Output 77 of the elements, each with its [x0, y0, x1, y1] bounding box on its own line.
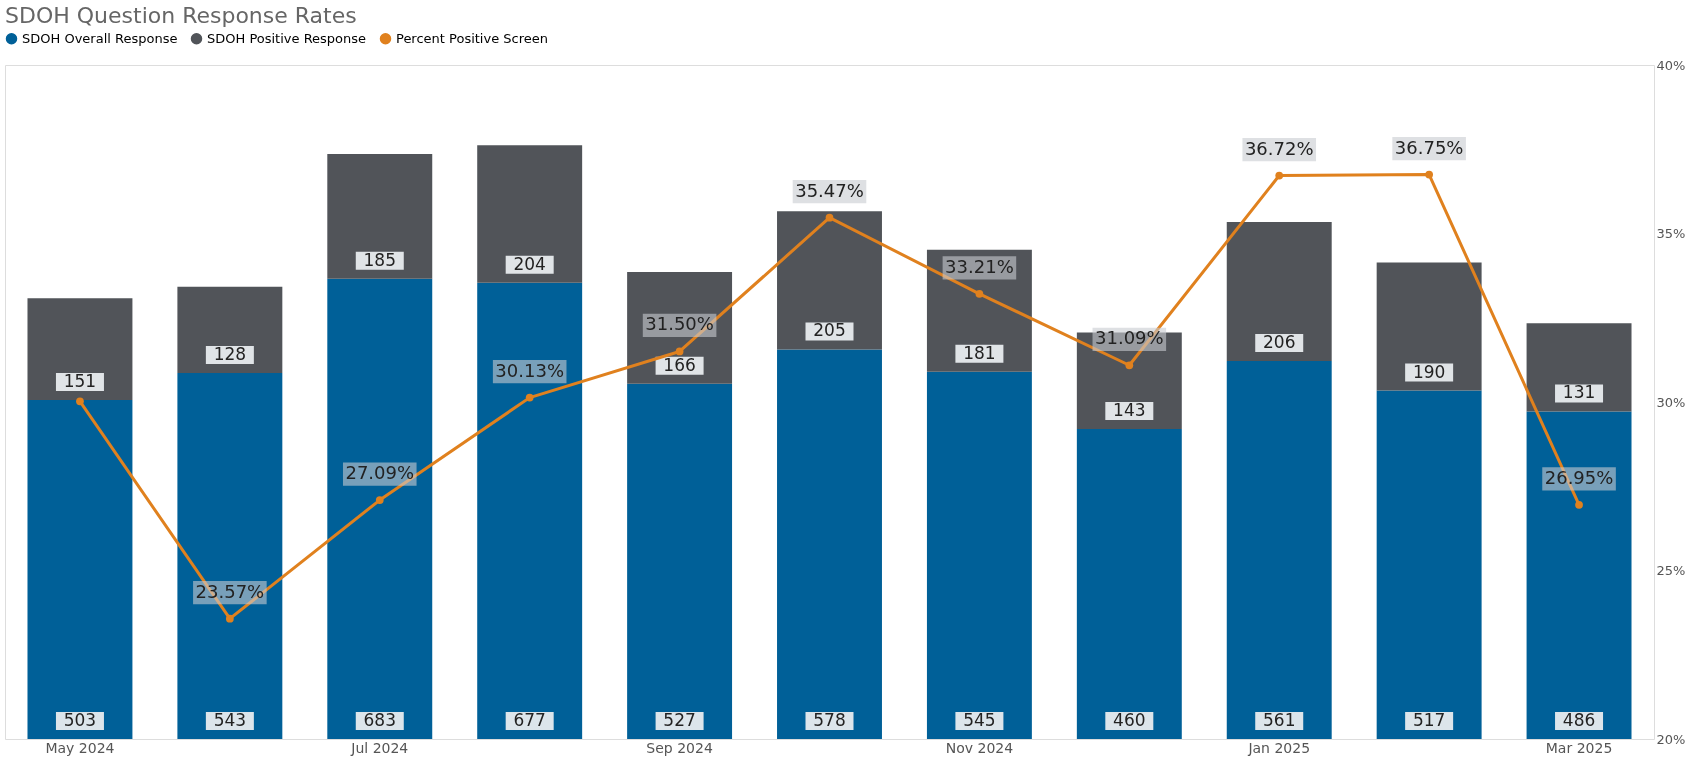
legend-label: SDOH Positive Response — [207, 30, 367, 46]
data-label: 185 — [363, 249, 396, 270]
data-label: 181 — [963, 342, 996, 363]
data-label: 35.47% — [795, 179, 864, 201]
data-label: 460 — [1113, 710, 1146, 730]
x-tick-label: Sep 2024 — [646, 739, 713, 756]
data-label: 206 — [1263, 331, 1296, 352]
data-label: 27.09% — [345, 462, 415, 484]
bar — [1376, 390, 1482, 739]
data-label: 151 — [63, 370, 97, 391]
data-label: 543 — [213, 710, 247, 730]
y2-tick-label: 40% — [1656, 57, 1686, 73]
data-label: 561 — [1263, 710, 1296, 730]
x-tick-label: Nov 2024 — [945, 739, 1014, 756]
point — [975, 289, 984, 298]
data-label: 683 — [363, 710, 396, 730]
point — [1575, 500, 1583, 509]
data-label: 677 — [513, 710, 546, 730]
bar — [477, 145, 583, 283]
point — [675, 347, 684, 356]
data-label: 31.09% — [1095, 327, 1164, 349]
data-label: 128 — [213, 344, 247, 365]
bar — [27, 298, 133, 400]
x-tick-label: Jan 2025 — [1247, 739, 1311, 756]
data-label: 190 — [1412, 361, 1446, 382]
bar — [926, 249, 1032, 372]
bar — [327, 278, 433, 739]
data-label: 545 — [963, 710, 996, 730]
bar — [1076, 428, 1182, 739]
y2-tick-label: 30% — [1656, 394, 1686, 410]
x-tick-label: May 2024 — [45, 739, 115, 756]
bar — [177, 286, 283, 374]
point — [76, 397, 84, 406]
point — [1125, 361, 1134, 370]
legend-label: Percent Positive Screen — [396, 30, 548, 46]
data-label: 527 — [663, 710, 696, 730]
point — [225, 614, 234, 623]
bar — [627, 271, 733, 384]
data-label: 33.21% — [945, 255, 1014, 277]
data-label: 31.50% — [645, 313, 714, 335]
bar — [777, 211, 882, 350]
bar — [477, 282, 583, 739]
data-label: 205 — [813, 320, 846, 341]
data-label: 143 — [1113, 399, 1146, 420]
data-label: 204 — [513, 253, 546, 274]
bar — [1526, 323, 1632, 412]
bar — [327, 153, 433, 279]
bar — [926, 371, 1032, 739]
data-label: 486 — [1562, 710, 1596, 730]
y2-tick-label: 35% — [1656, 226, 1686, 241]
point — [1425, 170, 1434, 179]
point — [375, 496, 384, 504]
bar — [27, 399, 133, 739]
x-tick-label: Jul 2024 — [350, 739, 409, 756]
x-tick-label: Mar 2025 — [1545, 739, 1613, 756]
data-label: 166 — [663, 354, 696, 375]
data-label: 578 — [813, 710, 846, 730]
bar — [177, 373, 283, 739]
point — [525, 393, 534, 402]
data-label: 36.75% — [1394, 136, 1464, 158]
data-label: 30.13% — [495, 359, 564, 381]
data-label: 503 — [63, 710, 97, 730]
bar — [777, 349, 882, 739]
data-label: 517 — [1412, 710, 1446, 730]
data-label: 36.72% — [1244, 137, 1314, 159]
bar — [1226, 360, 1332, 739]
data-label: 131 — [1562, 382, 1596, 403]
point — [1275, 171, 1284, 180]
point — [825, 213, 834, 222]
bar — [1526, 411, 1632, 739]
y2-tick-label: 25% — [1656, 563, 1686, 578]
legend-label: SDOH Overall Response — [22, 30, 178, 46]
bar — [627, 383, 733, 739]
chart-title: SDOH Question Response Rates — [5, 3, 357, 28]
bar — [1226, 222, 1332, 361]
y2-tick-label: 20% — [1656, 731, 1686, 747]
bar — [1376, 262, 1482, 391]
